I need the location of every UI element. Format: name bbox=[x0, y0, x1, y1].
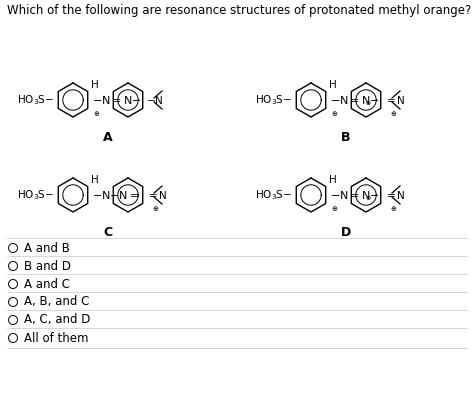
Text: HO$_3$S$-$: HO$_3$S$-$ bbox=[255, 93, 292, 107]
Text: A, B, and C: A, B, and C bbox=[24, 295, 90, 308]
Text: $\oplus$: $\oplus$ bbox=[331, 204, 338, 213]
Text: A and B: A and B bbox=[24, 241, 70, 254]
Text: B and D: B and D bbox=[24, 260, 71, 273]
Text: $=$N: $=$N bbox=[146, 189, 167, 201]
Text: H: H bbox=[329, 175, 337, 185]
Text: $-$N$=$N$-$: $-$N$=$N$-$ bbox=[330, 189, 380, 201]
Text: A: A bbox=[103, 131, 113, 144]
Text: $-$N: $-$N bbox=[146, 94, 164, 106]
Text: H: H bbox=[91, 80, 99, 90]
Text: $-$N$=$N$-$: $-$N$=$N$-$ bbox=[92, 94, 142, 106]
Text: HO$_3$S$-$: HO$_3$S$-$ bbox=[17, 188, 54, 202]
Text: $\ominus$: $\ominus$ bbox=[365, 194, 371, 202]
Text: B: B bbox=[341, 131, 351, 144]
Text: $\oplus$: $\oplus$ bbox=[391, 204, 398, 213]
Text: A, C, and D: A, C, and D bbox=[24, 314, 91, 327]
Text: $\oplus$: $\oplus$ bbox=[365, 99, 371, 107]
Text: HO$_3$S$-$: HO$_3$S$-$ bbox=[255, 188, 292, 202]
Text: $\oplus$: $\oplus$ bbox=[93, 109, 100, 118]
Text: $=$N: $=$N bbox=[384, 189, 405, 201]
Text: $-$N$=$N$-$: $-$N$=$N$-$ bbox=[330, 94, 380, 106]
Text: HO$_3$S$-$: HO$_3$S$-$ bbox=[17, 93, 54, 107]
Text: $\oplus$: $\oplus$ bbox=[152, 204, 160, 213]
Text: $=$N: $=$N bbox=[384, 94, 405, 106]
Text: H: H bbox=[329, 80, 337, 90]
Text: $\oplus$: $\oplus$ bbox=[331, 109, 338, 118]
Text: D: D bbox=[341, 226, 351, 239]
Text: Which of the following are resonance structures of protonated methyl orange?: Which of the following are resonance str… bbox=[7, 4, 471, 17]
Text: C: C bbox=[103, 226, 112, 239]
Text: H: H bbox=[91, 175, 99, 185]
Text: All of them: All of them bbox=[24, 331, 89, 344]
Text: $\oplus$: $\oplus$ bbox=[391, 109, 398, 118]
Text: $-$N$-$N$=$: $-$N$-$N$=$ bbox=[92, 189, 140, 201]
Text: A and C: A and C bbox=[24, 278, 70, 290]
